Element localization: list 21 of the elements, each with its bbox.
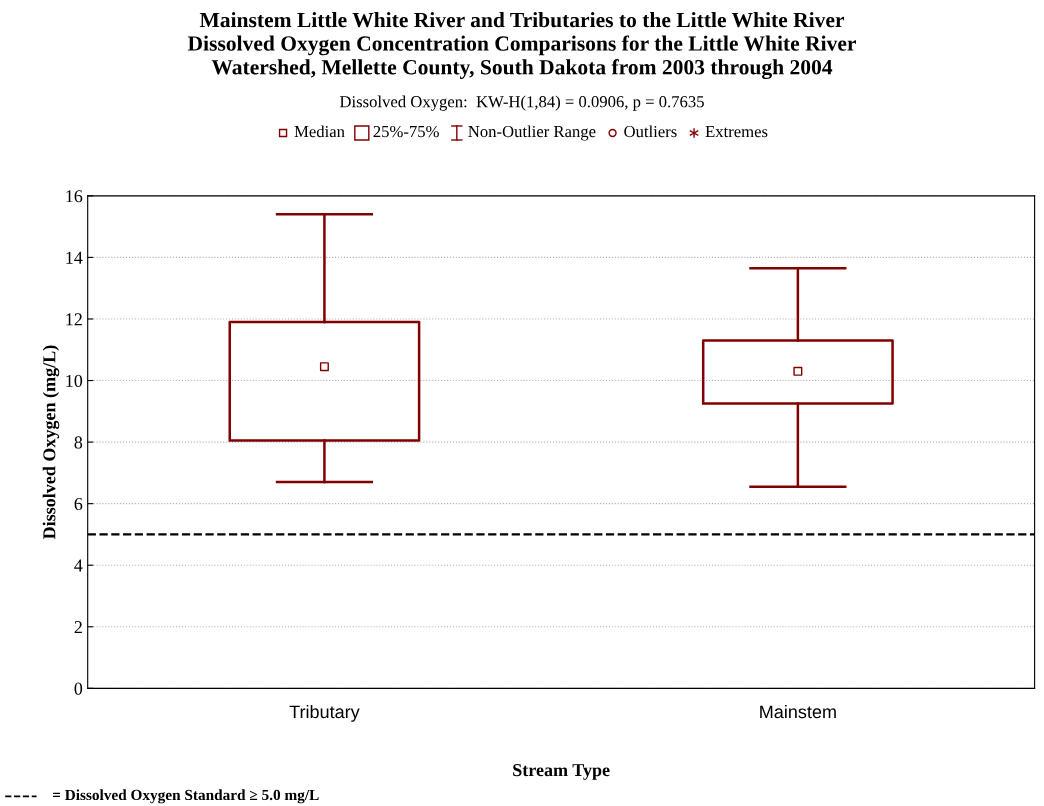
y-tick-label: 6 bbox=[74, 497, 83, 511]
text: Median bbox=[294, 125, 345, 138]
text: 25%-75% bbox=[373, 125, 439, 138]
text: Outliers bbox=[624, 125, 677, 138]
y-axis-title: Dissolved Oxygen (mg/L) bbox=[42, 345, 60, 540]
legend-label: = Dissolved Oxygen Standard ≥ 5.0 mg/L bbox=[52, 789, 319, 804]
y-tick-label: 12 bbox=[66, 313, 82, 326]
y-tick-label: 10 bbox=[66, 374, 83, 387]
y-tick-label: 0 bbox=[74, 682, 83, 695]
y-tick-label: 16 bbox=[66, 190, 83, 203]
x-tick-label: Mainstem bbox=[760, 704, 836, 719]
y-tick-label: 8 bbox=[74, 436, 83, 449]
chart-title: Mainstem Little White River and Tributaries to the Little White River Dissolved Oxygen Concentration Comparisons for the Little White River Watershed, Mellette County, South Dakota from 2003 through 2004 bbox=[187, 12, 857, 80]
chart-subtitle: Dissolved Oxygen: KW-H(1,84) = 0.0906, p = 0.7635 bbox=[339, 95, 704, 111]
text: Non-Outlier Range bbox=[468, 125, 596, 141]
x-axis-title: Stream Type bbox=[513, 764, 610, 780]
y-tick-label: 14 bbox=[66, 251, 83, 264]
y-tick-label: 2 bbox=[74, 621, 82, 634]
x-tick-label: Tributary bbox=[289, 704, 360, 722]
y-tick-label: 4 bbox=[74, 559, 83, 572]
text: Extremes bbox=[705, 126, 768, 138]
